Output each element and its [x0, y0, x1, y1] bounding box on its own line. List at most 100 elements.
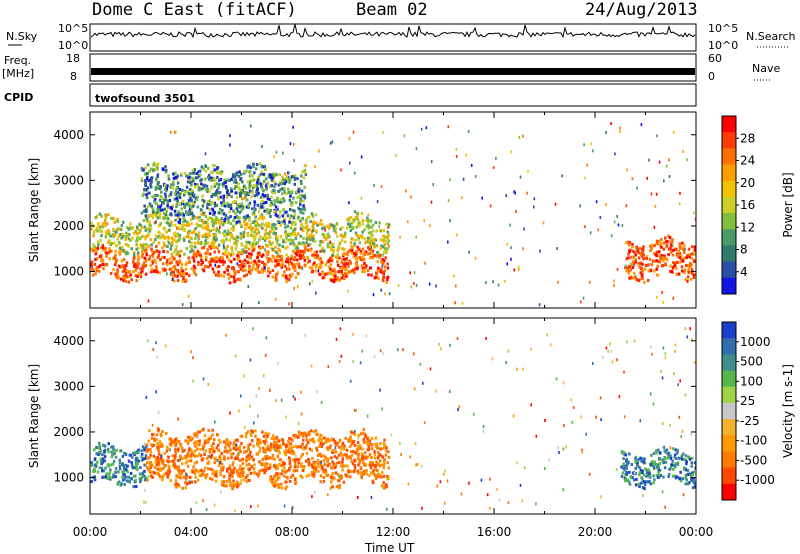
- data-cell: [315, 446, 318, 450]
- data-cell: [679, 379, 681, 383]
- data-cell: [361, 270, 364, 274]
- data-cell: [197, 478, 200, 482]
- data-cell: [293, 263, 296, 267]
- data-cell: [676, 448, 679, 452]
- data-cell: [235, 445, 238, 449]
- data-cell: [220, 466, 223, 470]
- data-cell: [365, 334, 368, 338]
- data-cell: [631, 476, 634, 480]
- data-cell: [347, 470, 351, 474]
- data-cell: [637, 482, 640, 486]
- data-cell: [684, 327, 686, 331]
- data-cell: [251, 266, 255, 269]
- data-cell: [691, 245, 694, 249]
- data-cell: [208, 199, 211, 203]
- data-cell: [156, 162, 160, 166]
- data-cell: [495, 487, 498, 491]
- data-cell: [241, 188, 244, 192]
- data-cell: [248, 170, 251, 174]
- data-cell: [289, 446, 293, 449]
- data-cell: [165, 186, 168, 190]
- data-cell: [356, 245, 359, 249]
- data-cell: [183, 239, 186, 242]
- data-cell: [246, 474, 249, 478]
- data-cell: [283, 217, 286, 221]
- data-cell: [194, 444, 197, 448]
- data-cell: [177, 465, 180, 469]
- data-cell: [250, 433, 253, 437]
- data-cell: [149, 204, 152, 208]
- data-cell: [192, 264, 196, 268]
- data-cell: [157, 181, 160, 184]
- data-cell: [331, 466, 334, 470]
- data-cell: [167, 221, 170, 225]
- data-cell: [215, 469, 218, 473]
- data-cell: [140, 179, 144, 182]
- data-cell: [667, 240, 670, 244]
- data-cell: [348, 201, 350, 205]
- data-cell: [333, 464, 337, 468]
- data-cell: [335, 222, 339, 225]
- data-cell: [308, 433, 311, 437]
- data-cell: [287, 233, 290, 237]
- data-cell: [236, 209, 240, 213]
- data-cell: [91, 223, 95, 227]
- data-cell: [191, 437, 194, 441]
- data-cell: [173, 441, 176, 445]
- data-cell: [468, 481, 470, 485]
- data-cell: [150, 436, 154, 440]
- data-cell: [283, 211, 286, 215]
- data-cell: [137, 272, 140, 276]
- data-cell: [622, 466, 625, 470]
- data-cell: [156, 249, 159, 253]
- data-cell: [219, 222, 222, 226]
- data-cell: [194, 475, 197, 479]
- data-cell: [639, 261, 642, 265]
- data-cell: [372, 469, 375, 473]
- data-cell: [228, 464, 232, 468]
- data-cell: [303, 264, 307, 268]
- data-cell: [673, 264, 677, 268]
- data-cell: [364, 463, 368, 467]
- data-cell: [156, 270, 159, 274]
- data-cell: [690, 479, 693, 483]
- data-cell: [215, 245, 218, 249]
- data-cell: [278, 173, 281, 176]
- data-cell: [189, 250, 192, 254]
- data-cell: [94, 272, 97, 276]
- data-cell: [653, 478, 656, 482]
- data-cell: [259, 195, 263, 199]
- data-cell: [153, 221, 157, 225]
- data-cell: [297, 206, 300, 210]
- data-cell: [302, 438, 305, 442]
- data-cell: [204, 242, 208, 246]
- data-cell: [330, 248, 332, 252]
- nsearch-label: N.Search: [746, 30, 796, 43]
- data-cell: [215, 193, 218, 197]
- data-cell: [126, 470, 129, 474]
- data-cell: [300, 465, 303, 469]
- data-cell: [105, 251, 108, 255]
- data-cell: [289, 242, 292, 246]
- data-cell: [243, 274, 246, 278]
- data-cell: [281, 178, 285, 182]
- data-cell: [381, 455, 385, 459]
- data-cell: [337, 453, 341, 457]
- data-cell: [189, 436, 193, 440]
- data-cell: [197, 435, 199, 439]
- data-cell: [219, 170, 222, 174]
- data-cell: [412, 352, 415, 356]
- data-cell: [232, 471, 235, 475]
- data-cell: [217, 270, 220, 274]
- data-cell: [294, 397, 296, 401]
- data-cell: [192, 214, 195, 218]
- data-cell: [124, 274, 127, 278]
- data-cell: [156, 173, 160, 177]
- data-cell: [206, 176, 210, 179]
- data-cell: [349, 261, 352, 265]
- data-cell: [200, 208, 203, 212]
- data-cell: [105, 233, 108, 236]
- data-cell: [174, 267, 177, 271]
- data-cell: [338, 445, 341, 449]
- data-cell: [630, 276, 633, 280]
